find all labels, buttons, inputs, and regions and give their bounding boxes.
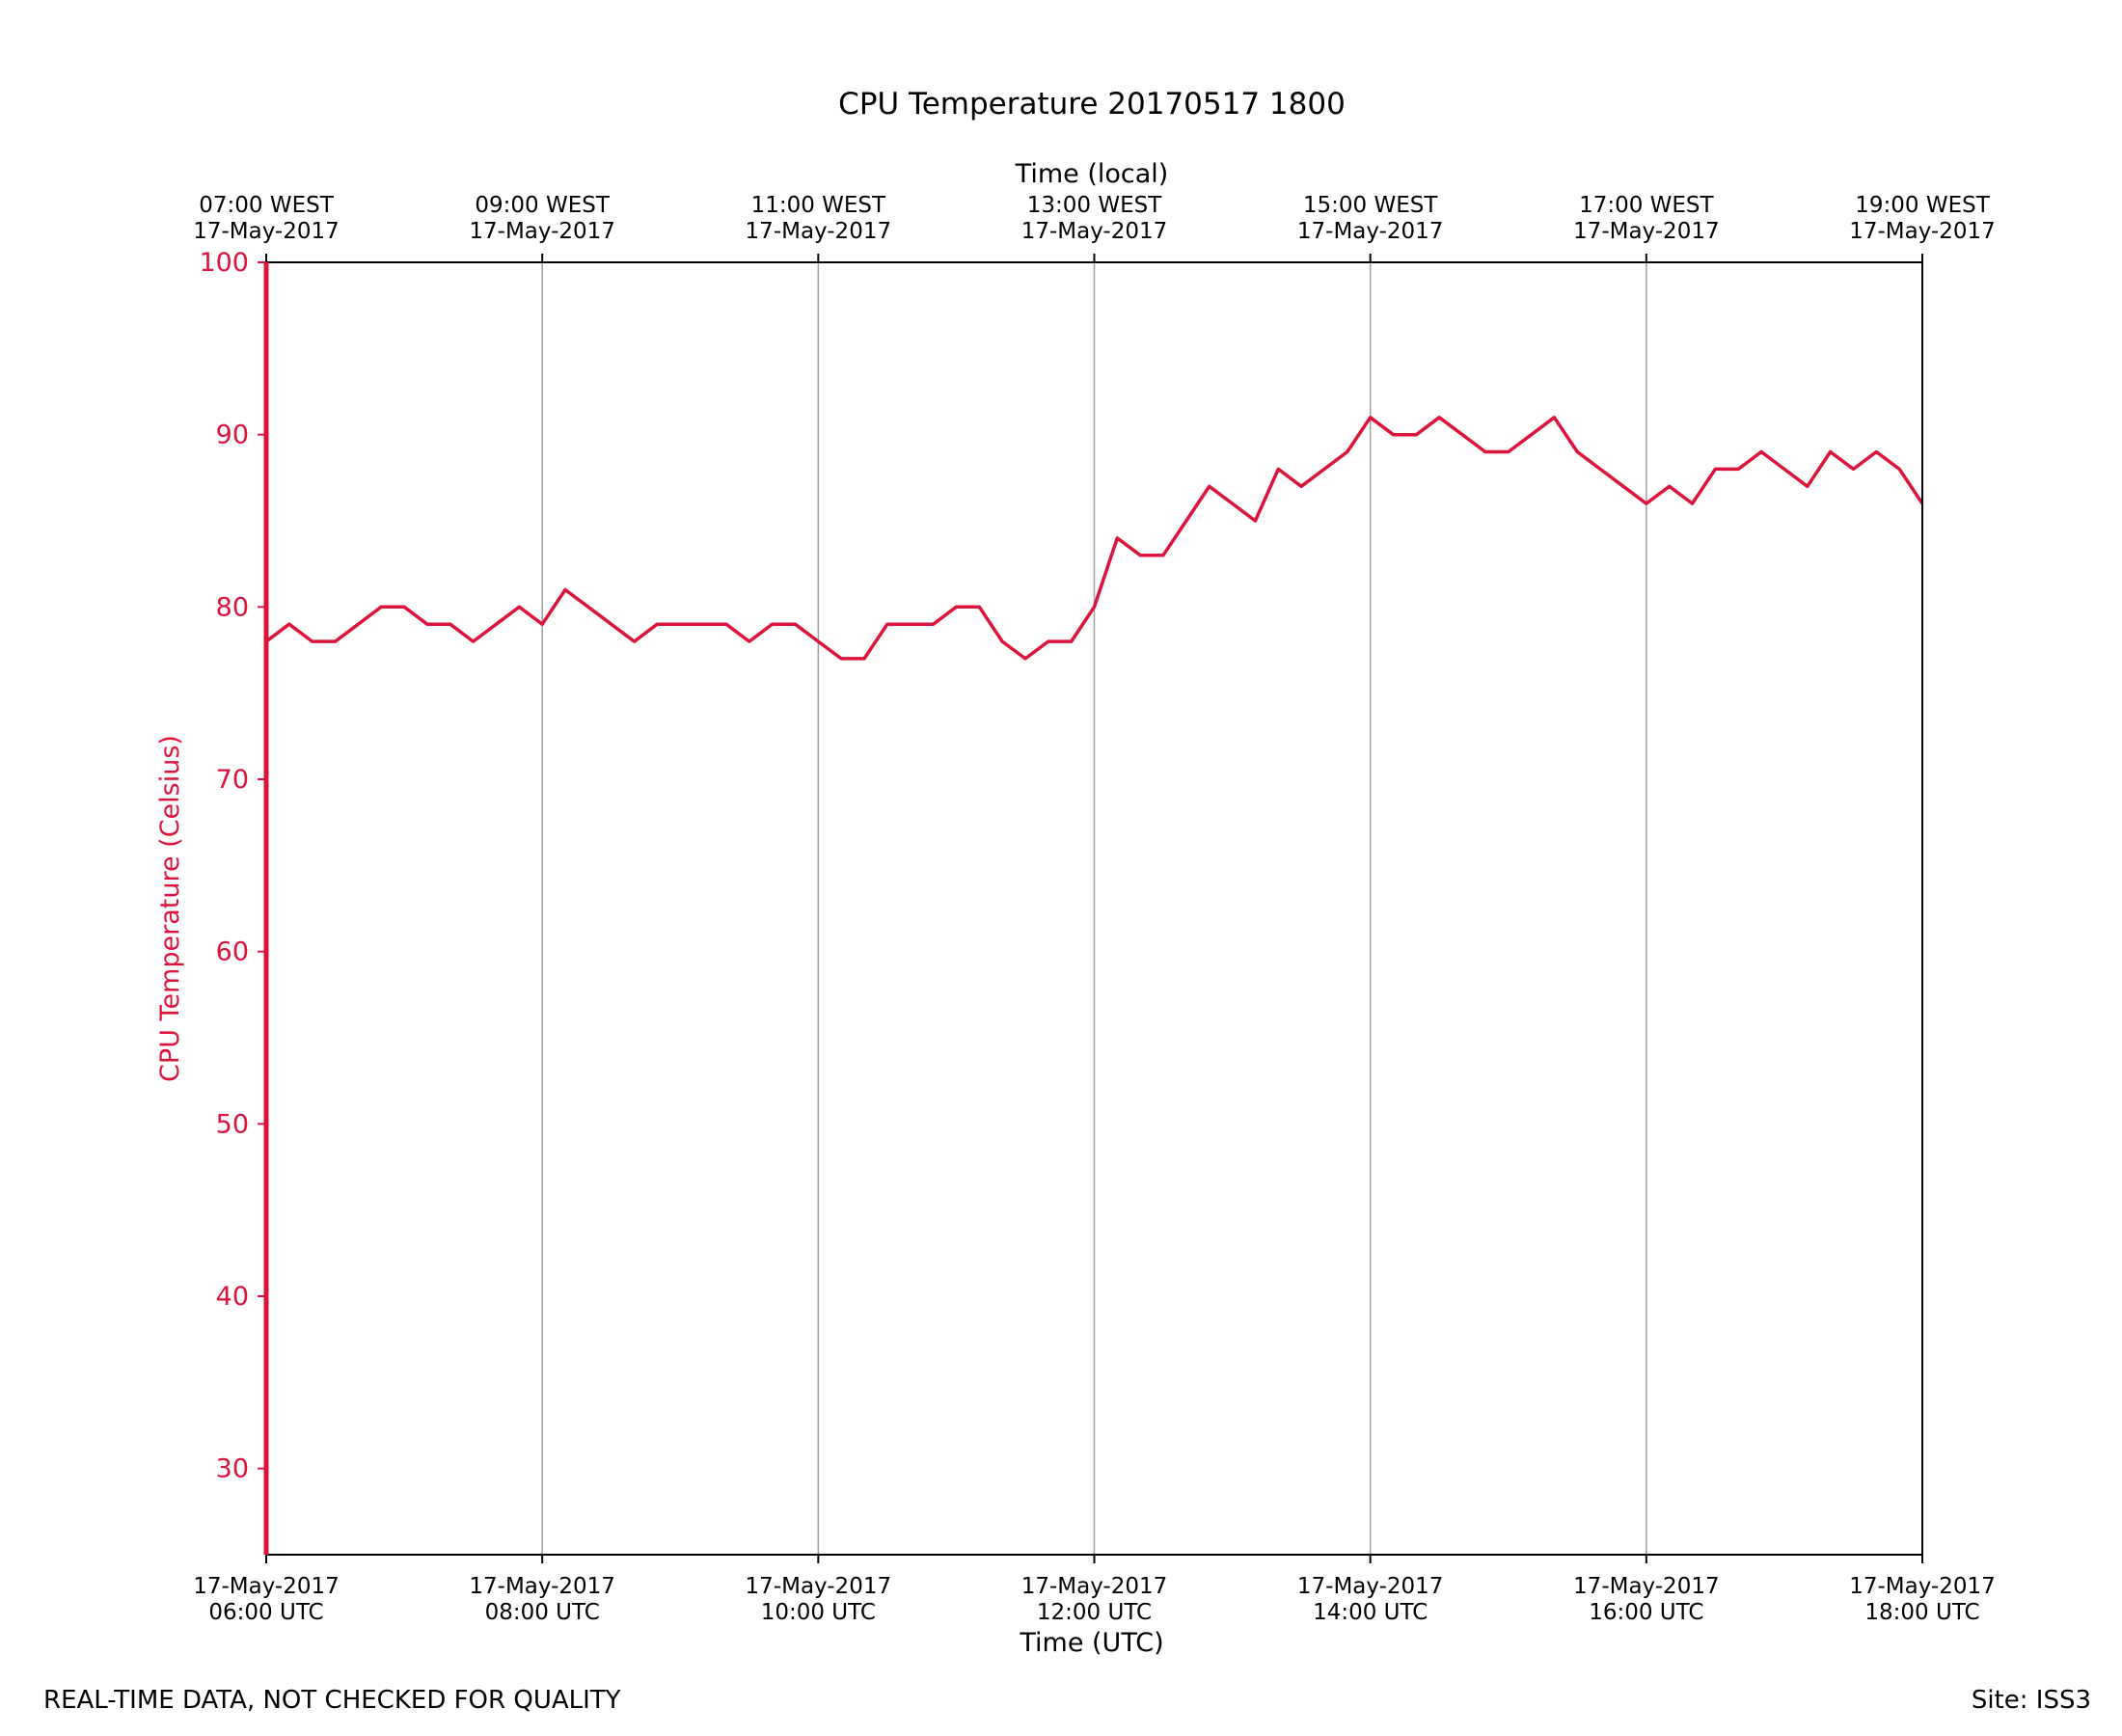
top-tick-label-date: 17-May-2017 (469, 219, 615, 244)
top-tick-label-time: 17:00 WEST (1579, 193, 1714, 218)
y-tick-label: 80 (216, 592, 249, 622)
y-tick-label: 30 (216, 1454, 249, 1484)
x-tick-label-date: 17-May-2017 (469, 1574, 615, 1599)
top-tick-label-date: 17-May-2017 (1573, 219, 1720, 244)
top-tick-label-time: 09:00 WEST (475, 193, 610, 218)
x-tick-label-date: 17-May-2017 (746, 1574, 892, 1599)
y-tick-label: 40 (216, 1282, 249, 1312)
x-tick-label-time: 10:00 UTC (761, 1600, 876, 1625)
top-tick-label-date: 17-May-2017 (746, 219, 892, 244)
x-axis-label: Time (UTC) (1019, 1628, 1163, 1658)
series-line (264, 416, 1924, 661)
top-tick-label-time: 13:00 WEST (1027, 193, 1162, 218)
top-tick-label-date: 17-May-2017 (1849, 219, 1996, 244)
x-tick-label-date: 17-May-2017 (193, 1574, 340, 1599)
quality-note: REAL-TIME DATA, NOT CHECKED FOR QUALITY (43, 1686, 621, 1715)
y-tick-label: 60 (216, 937, 249, 967)
x-tick-label-date: 17-May-2017 (1573, 1574, 1720, 1599)
grid-lines (541, 262, 1647, 1555)
top-tick-label-time: 15:00 WEST (1303, 193, 1438, 218)
top-tick-label-time: 19:00 WEST (1855, 193, 1990, 218)
top-tick-label-date: 17-May-2017 (1297, 219, 1444, 244)
x-tick-label-time: 18:00 UTC (1864, 1600, 1979, 1625)
top-axis-label: Time (local) (1015, 159, 1169, 189)
top-tick-label-date: 17-May-2017 (193, 219, 340, 244)
top-tick-label-time: 07:00 WEST (199, 193, 334, 218)
y-tick-label: 100 (199, 248, 249, 278)
chart-title: CPU Temperature 20170517 1800 (838, 87, 1346, 122)
y-tick-label: 90 (216, 420, 249, 450)
y-tick-label: 70 (216, 765, 249, 795)
top-tick-label-time: 11:00 WEST (751, 193, 886, 218)
series-layer (264, 416, 1924, 661)
x-tick-label-time: 14:00 UTC (1313, 1600, 1428, 1625)
x-tick-label-time: 08:00 UTC (485, 1600, 600, 1625)
y-axis-label: CPU Temperature (Celsius) (155, 735, 185, 1082)
y-tick-label: 50 (216, 1109, 249, 1139)
x-tick-label-time: 12:00 UTC (1037, 1600, 1152, 1625)
x-tick-label-date: 17-May-2017 (1021, 1574, 1168, 1599)
x-tick-label-time: 06:00 UTC (208, 1600, 323, 1625)
axes (258, 254, 1923, 1563)
top-tick-label-date: 17-May-2017 (1021, 219, 1168, 244)
x-tick-label-time: 16:00 UTC (1589, 1600, 1703, 1625)
x-tick-label-date: 17-May-2017 (1297, 1574, 1444, 1599)
x-tick-label-date: 17-May-2017 (1849, 1574, 1996, 1599)
site-label: Site: ISS3 (1971, 1686, 2091, 1715)
